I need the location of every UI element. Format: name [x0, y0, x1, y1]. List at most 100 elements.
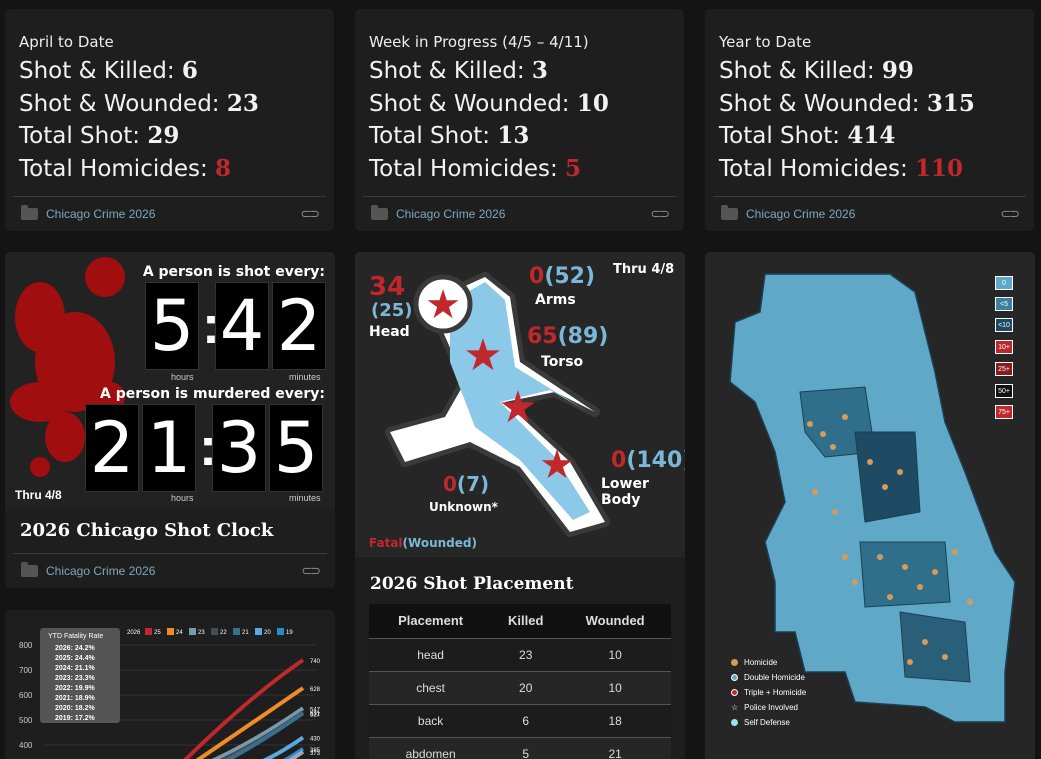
total-shot-line: Total Shot: 13	[369, 122, 530, 149]
fatality-rate-item: 2019: 17.2%	[55, 715, 95, 722]
legend-homicide: Homicide	[731, 658, 777, 667]
digit: 2	[85, 404, 139, 492]
digit: 3	[212, 404, 266, 492]
svg-text:★: ★	[463, 331, 502, 380]
y-tick-label: 600	[19, 691, 33, 700]
thru-date: Thru 4/8	[613, 262, 675, 277]
table-cell: 10	[559, 637, 671, 671]
y-tick-label: 400	[19, 741, 33, 750]
legend-swatch	[145, 628, 152, 635]
link-icon[interactable]: ⊂⊃	[300, 206, 320, 221]
table-row: abdomen 5 21	[369, 736, 671, 759]
folder-icon	[21, 205, 38, 220]
link-icon[interactable]: ⊂⊃	[650, 206, 670, 221]
legend-label: 22	[220, 630, 227, 636]
colon: :	[199, 417, 217, 477]
table-cell: chest	[369, 670, 493, 704]
homicide-map-card[interactable]: 0 <5 <10 10+ 25+ 50+ 75+ Homicide Double…	[705, 252, 1035, 759]
card-footer: Chicago Crime 2026 ⊂⊃	[13, 553, 327, 588]
card-footer: Chicago Crime 2026 ⊂⊃	[363, 196, 676, 231]
folder-icon	[721, 205, 738, 220]
ytd-shootings-chart: 800 700 600 500 400 2026 25 24 23 22 21 20 19 YTD Fat…	[19, 628, 321, 759]
fatality-rate-item: 2022: 19.9%	[55, 685, 95, 692]
chicago-map-icon	[729, 273, 1016, 723]
fatality-rate-item: 2026: 24.2%	[55, 645, 95, 652]
total-shot-line: Total Shot: 29	[19, 122, 180, 149]
dot-icon	[731, 689, 738, 696]
series-line	[225, 711, 305, 759]
column-header: Wounded	[559, 604, 671, 638]
legend-label: 20	[264, 630, 271, 636]
head-wounded: (25)	[371, 300, 413, 321]
shot-clock-card[interactable]: A person is shot every: 5 : 4 2 hours mi…	[5, 252, 335, 588]
fatality-rate-title: YTD Fatality Rate	[48, 633, 103, 640]
series-line	[262, 735, 305, 759]
category-link[interactable]: Chicago Crime 2026	[46, 564, 156, 578]
link-icon[interactable]: ⊂⊃	[301, 563, 321, 578]
shot-killed-line: Shot & Killed: 3	[369, 57, 548, 84]
shot-placement-card[interactable]: ★ ★ ★ ★ 34 (25) Head 0(52) Arms Thru 4/8…	[355, 252, 685, 759]
category-link[interactable]: Chicago Crime 2026	[396, 207, 506, 221]
arms-label: Arms	[535, 292, 576, 308]
svg-text:★: ★	[539, 443, 575, 487]
card-subtitle: April to Date	[19, 33, 114, 51]
shot-every-label: A person is shot every:	[142, 264, 325, 280]
total-shot-line: Total Shot: 414	[719, 122, 896, 149]
table-cell: abdomen	[369, 736, 493, 759]
shot-killed-line: Shot & Killed: 6	[19, 57, 198, 84]
thru-date: Thru 4/8	[15, 488, 62, 502]
shot-placement-title[interactable]: 2026 Shot Placement	[370, 574, 574, 594]
y-tick-label: 700	[19, 666, 33, 675]
series-line	[195, 686, 305, 759]
card-subtitle: Year to Date	[719, 33, 812, 51]
shot-placement-table: Placement Killed Wounded head 23 10 ches…	[369, 604, 671, 759]
category-link[interactable]: Chicago Crime 2026	[746, 207, 856, 221]
card-subtitle: Week in Progress (4/5 – 4/11)	[369, 33, 589, 51]
legend-label: 24	[176, 630, 183, 636]
legend-police-involved: ☆ Police Involved	[731, 703, 798, 712]
shot-clock-title[interactable]: 2026 Chicago Shot Clock	[20, 520, 274, 541]
legend-triple-homicide: Triple + Homicide	[731, 688, 806, 697]
legend-box: 10+	[995, 340, 1013, 354]
total-homicides-line: Total Homicides: 8	[19, 154, 232, 182]
legend-box: 75+	[995, 405, 1013, 419]
end-value-label: 385	[310, 748, 321, 754]
table-cell: 20	[492, 670, 560, 704]
digit: 1	[142, 404, 196, 492]
shot-placement-image[interactable]: ★ ★ ★ ★ 34 (25) Head 0(52) Arms Thru 4/8…	[355, 252, 685, 557]
digit: 2	[272, 282, 326, 370]
murdered-every-label: A person is murdered every:	[100, 386, 325, 402]
arms-count: 0(52)	[529, 264, 596, 289]
series-line	[283, 747, 305, 759]
table-header-row: Placement Killed Wounded	[369, 604, 671, 638]
folder-icon	[371, 205, 388, 220]
ytd-shootings-chart-card[interactable]: 800 700 600 500 400 2026 25 24 23 22 21 20 19 YTD Fat…	[5, 610, 335, 759]
stats-card-year: Year to Date Shot & Killed: 99 Shot & Wo…	[705, 9, 1034, 231]
body-figure-icon: ★ ★ ★ ★	[385, 272, 610, 537]
link-icon[interactable]: ⊂⊃	[1000, 206, 1020, 221]
legend-box: <5	[995, 297, 1013, 311]
star-icon: ☆	[731, 703, 739, 712]
legend-swatch	[189, 628, 196, 635]
shot-wounded-line: Shot & Wounded: 315	[719, 89, 975, 117]
end-value-label: 531	[310, 711, 321, 717]
shot-clock-image[interactable]: A person is shot every: 5 : 4 2 hours mi…	[5, 252, 335, 507]
table-cell: 23	[492, 637, 560, 671]
legend-swatch	[167, 628, 174, 635]
minutes-label: minutes	[289, 372, 321, 382]
blood-splatter	[30, 457, 50, 477]
total-homicides-line: Total Homicides: 110	[719, 154, 964, 182]
y-tick-label: 500	[19, 716, 33, 725]
end-value-label: 527	[310, 712, 321, 718]
column-header: Killed	[492, 604, 560, 638]
shot-clock-digits: 5 : 4 2	[145, 282, 326, 370]
legend-double-homicide: Double Homicide	[731, 673, 805, 682]
table-cell: back	[369, 703, 493, 737]
colon: :	[202, 295, 220, 355]
chicago-map-image[interactable]: 0 <5 <10 10+ 25+ 50+ 75+ Homicide Double…	[705, 252, 1035, 759]
series-line	[211, 706, 305, 759]
category-link[interactable]: Chicago Crime 2026	[46, 207, 156, 221]
hours-label: hours	[171, 493, 194, 503]
shot-wounded-line: Shot & Wounded: 23	[19, 89, 259, 117]
unknown-label: Unknown*	[429, 500, 498, 514]
